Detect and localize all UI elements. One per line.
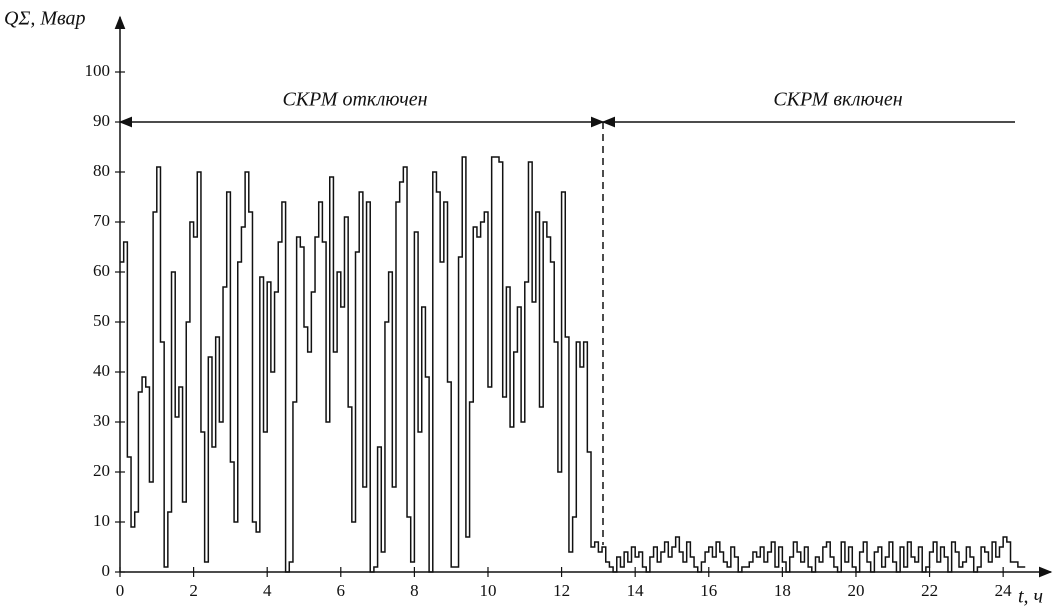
- x-tick-label: 0: [116, 581, 125, 600]
- x-tick-label: 4: [263, 581, 272, 600]
- y-axis-label: QΣ, Мвар: [4, 8, 86, 30]
- y-tick-label: 10: [93, 511, 110, 530]
- annotation: СКРМ включен: [773, 89, 902, 111]
- x-tick-label: 8: [410, 581, 419, 600]
- step-line: [120, 156, 1026, 573]
- x-tick-label: 12: [553, 581, 570, 600]
- x-tick-label: 18: [774, 581, 791, 600]
- y-tick-label: 30: [93, 411, 110, 430]
- x-axis-label: t, ч: [1018, 586, 1043, 608]
- y-tick-label: 100: [85, 61, 111, 80]
- x-tick-label: 6: [337, 581, 346, 600]
- x-tick-label: 22: [921, 581, 938, 600]
- x-tick-label: 20: [847, 581, 864, 600]
- y-tick-label: 0: [102, 561, 111, 580]
- x-tick-label: 2: [189, 581, 198, 600]
- x-tick-label: 14: [627, 581, 645, 600]
- y-tick-label: 40: [93, 361, 110, 380]
- y-tick-label: 20: [93, 461, 110, 480]
- y-tick-label: 60: [93, 261, 110, 280]
- x-tick-label: 10: [479, 581, 496, 600]
- x-tick-label: 16: [700, 581, 717, 600]
- y-tick-label: 70: [93, 211, 110, 230]
- y-tick-label: 90: [93, 111, 110, 130]
- y-tick-label: 80: [93, 161, 110, 180]
- y-tick-label: 50: [93, 311, 110, 330]
- annotation: СКРМ отключен: [282, 89, 427, 111]
- x-tick-label: 24: [995, 581, 1013, 600]
